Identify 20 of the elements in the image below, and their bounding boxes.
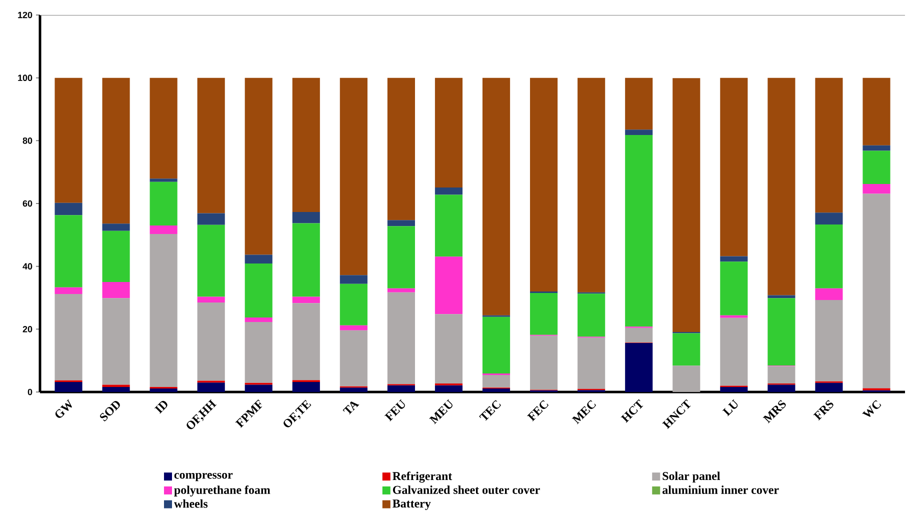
legend-label: wheels (174, 499, 208, 508)
y-tick-label: 20 (22, 326, 32, 332)
x-tick-label: WC (862, 400, 882, 417)
legend-label: compressor (174, 472, 233, 482)
y-tick-label: 100 (18, 74, 32, 82)
legend-label: Galvanized sheet outer cover (392, 486, 540, 494)
y-tick-label: 0 (28, 388, 32, 396)
legend-label: polyurethane foam (174, 485, 270, 496)
x-tick-label: GW (55, 399, 72, 418)
x-tick-label: TA (342, 402, 360, 414)
y-tick-label: 80 (22, 137, 32, 144)
legend-label: Solar panel (662, 472, 720, 482)
y-tick-label: 60 (22, 200, 32, 207)
y-tick-label: 120 (18, 12, 32, 18)
legend-label: Refrigerant (392, 472, 452, 483)
y-tick-label: 40 (22, 263, 32, 270)
x-tick-label: LU (722, 399, 738, 416)
legend-label: aluminium inner cover (662, 486, 779, 494)
x-tick-label: ID (154, 400, 168, 414)
legend-label: Battery (392, 500, 431, 510)
